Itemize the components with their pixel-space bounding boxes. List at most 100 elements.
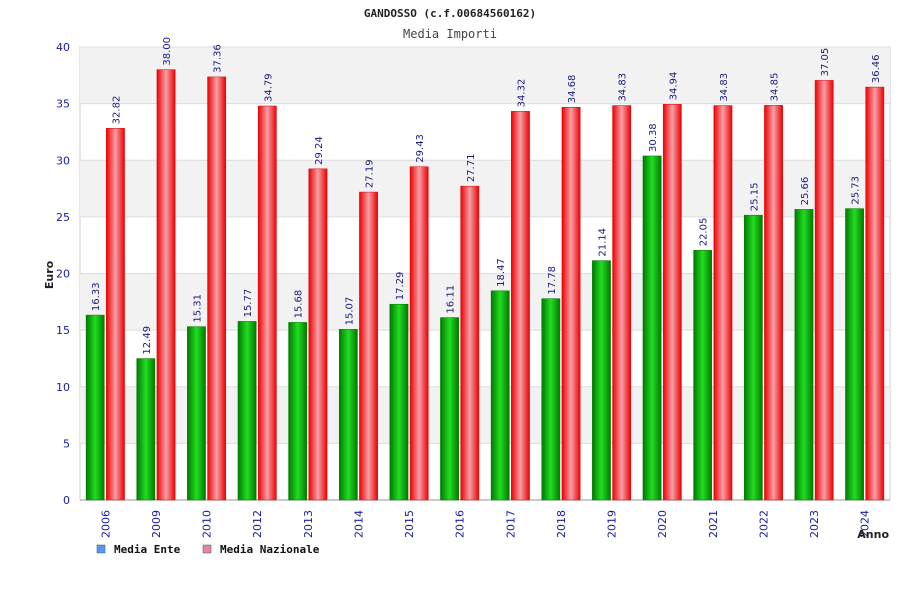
data-label: 17.78 (547, 266, 558, 295)
x-tick-label: 2024 (859, 510, 872, 538)
y-axis-label: Euro (43, 260, 56, 289)
x-axis-label: Anno (857, 528, 889, 541)
chart-subtitle: Media Importi (403, 27, 497, 41)
bar-media-ente-2016 (440, 317, 459, 501)
bar-media-nazionale-2009 (156, 69, 176, 501)
grid-band (80, 47, 890, 104)
bar-media-nazionale-2013 (308, 168, 328, 501)
data-label: 30.38 (648, 123, 659, 152)
data-label: 34.83 (618, 73, 629, 102)
bars (85, 69, 885, 501)
data-label: 22.05 (699, 218, 710, 247)
bar-media-nazionale-2020 (662, 104, 682, 501)
y-tick-label: 40 (56, 41, 70, 54)
x-tick-label: 2012 (251, 510, 264, 538)
y-tick-label: 0 (63, 494, 70, 507)
bar-media-ente-2021 (693, 250, 713, 501)
legend-label: Media Nazionale (220, 543, 320, 556)
x-tick-label: 2010 (201, 510, 214, 538)
x-tick-label: 2019 (606, 510, 619, 538)
data-label: 38.00 (162, 37, 173, 66)
data-label: 37.36 (213, 44, 224, 73)
data-label: 12.49 (142, 326, 153, 355)
data-label: 27.71 (466, 154, 477, 183)
bar-media-ente-2006 (85, 314, 105, 501)
bar-media-nazionale-2017 (511, 111, 530, 501)
x-tick-label: 2009 (150, 510, 163, 538)
data-label: 29.24 (314, 136, 325, 165)
y-tick-label: 10 (56, 381, 70, 394)
x-tick-label: 2013 (302, 510, 315, 538)
legend-label: Media Ente (114, 543, 181, 556)
x-tick-label: 2021 (707, 510, 720, 538)
data-label: 15.68 (294, 290, 305, 319)
bar-media-nazionale-2021 (713, 105, 733, 501)
x-tick-label: 2016 (454, 510, 467, 538)
bar-media-ente-2012 (237, 321, 257, 501)
bar-media-ente-2015 (389, 303, 409, 501)
legend-swatch (96, 544, 106, 554)
y-tick-label: 20 (56, 268, 70, 281)
x-tick-label: 2020 (656, 510, 669, 538)
x-tick-label: 2022 (757, 510, 770, 538)
data-label: 34.85 (770, 73, 781, 102)
bar-media-nazionale-2012 (257, 105, 277, 501)
data-label: 16.11 (446, 285, 457, 314)
legend-swatch (202, 544, 212, 554)
x-tick-label: 2023 (808, 510, 821, 538)
data-label: 21.14 (597, 228, 608, 257)
bar-media-nazionale-2022 (764, 105, 783, 501)
bar-media-nazionale-2006 (106, 128, 125, 501)
y-tick-label: 25 (56, 211, 70, 224)
data-label: 25.66 (800, 177, 811, 206)
chart-title: GANDOSSO (c.f.00684560162) (364, 7, 536, 20)
y-axis-ticks: 0 5 10 15 20 25 30 35 40 (56, 41, 70, 507)
y-tick-label: 35 (56, 98, 70, 111)
data-label: 18.47 (496, 258, 507, 287)
bar-media-nazionale-2015 (409, 166, 429, 501)
legend: Media Ente Media Nazionale (96, 543, 320, 556)
data-label: 29.43 (415, 134, 426, 163)
y-tick-label: 15 (56, 324, 70, 337)
bar-media-nazionale-2016 (460, 185, 480, 501)
x-tick-label: 2014 (352, 510, 365, 538)
data-label: 34.68 (567, 75, 578, 104)
bar-media-ente-2022 (743, 214, 763, 501)
y-tick-label: 30 (56, 154, 70, 167)
data-label: 34.79 (263, 73, 274, 102)
x-tick-label: 2018 (555, 510, 568, 538)
data-label: 15.07 (344, 297, 355, 326)
data-label: 25.15 (749, 183, 760, 212)
data-label: 37.05 (820, 48, 831, 77)
bar-media-ente-2024 (845, 208, 864, 501)
data-label: 16.33 (91, 282, 102, 311)
data-labels: 16.33 32.82 12.49 38.00 15.31 37.36 15.77 34.79… (91, 37, 882, 355)
bar-media-nazionale-2019 (612, 105, 632, 501)
bar-media-ente-2014 (338, 329, 358, 501)
data-label: 27.19 (365, 159, 376, 188)
data-label: 17.29 (395, 272, 406, 301)
data-label: 25.73 (851, 176, 862, 205)
x-tick-label: 2015 (403, 510, 416, 538)
x-tick-label: 2017 (504, 510, 517, 538)
bar-media-nazionale-2023 (814, 80, 834, 501)
bar-media-nazionale-2014 (359, 191, 378, 501)
y-tick-label: 5 (63, 437, 70, 450)
bar-media-ente-2020 (642, 155, 662, 501)
x-tick-label: 2006 (99, 510, 112, 538)
bar-media-ente-2023 (794, 209, 814, 501)
bar-media-ente-2019 (592, 260, 611, 501)
bar-media-nazionale-2010 (207, 76, 227, 501)
bar-media-ente-2010 (187, 326, 206, 501)
data-label: 32.82 (111, 96, 122, 125)
data-label: 34.94 (668, 72, 679, 101)
bar-media-ente-2018 (541, 298, 561, 501)
data-label: 36.46 (871, 54, 882, 83)
bar-media-nazionale-2018 (561, 106, 581, 501)
bar-media-ente-2017 (490, 290, 510, 501)
bar-media-ente-2009 (136, 358, 156, 501)
x-axis-ticks: 2006 2009 2010 2012 2013 2014 2015 2016 2017 2018… (99, 510, 871, 538)
data-label: 15.31 (192, 294, 203, 323)
bar-media-nazionale-2024 (865, 86, 885, 501)
